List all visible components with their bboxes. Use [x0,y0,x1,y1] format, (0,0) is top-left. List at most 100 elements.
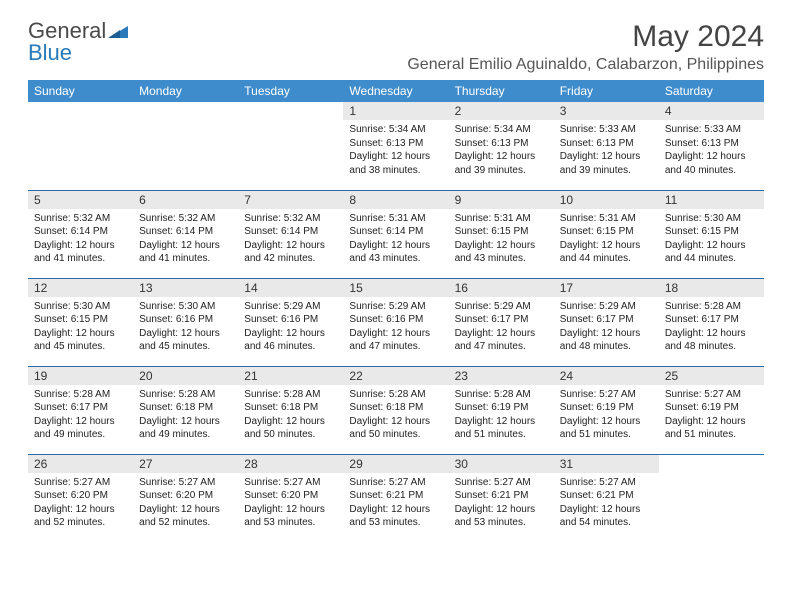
day-cell: 14Sunrise: 5:29 AMSunset: 6:16 PMDayligh… [238,278,343,366]
day-details: Sunrise: 5:34 AMSunset: 6:13 PMDaylight:… [449,120,554,181]
day-details: Sunrise: 5:30 AMSunset: 6:16 PMDaylight:… [133,297,238,358]
calendar-row: 5Sunrise: 5:32 AMSunset: 6:14 PMDaylight… [28,190,764,278]
day-cell: 6Sunrise: 5:32 AMSunset: 6:14 PMDaylight… [133,190,238,278]
day-details: Sunrise: 5:28 AMSunset: 6:19 PMDaylight:… [449,385,554,446]
day-details: Sunrise: 5:30 AMSunset: 6:15 PMDaylight:… [659,209,764,270]
day-cell: 12Sunrise: 5:30 AMSunset: 6:15 PMDayligh… [28,278,133,366]
calendar-row: 26Sunrise: 5:27 AMSunset: 6:20 PMDayligh… [28,454,764,542]
day-details: Sunrise: 5:29 AMSunset: 6:16 PMDaylight:… [343,297,448,358]
day-cell: 23Sunrise: 5:28 AMSunset: 6:19 PMDayligh… [449,366,554,454]
day-details: Sunrise: 5:30 AMSunset: 6:15 PMDaylight:… [28,297,133,358]
day-details: Sunrise: 5:33 AMSunset: 6:13 PMDaylight:… [659,120,764,181]
day-number: 14 [238,279,343,297]
day-number: 25 [659,367,764,385]
day-number: 5 [28,191,133,209]
day-number: 19 [28,367,133,385]
day-number: 31 [554,455,659,473]
weekday-header: Saturday [659,80,764,102]
day-details: Sunrise: 5:28 AMSunset: 6:17 PMDaylight:… [659,297,764,358]
calendar-row: 19Sunrise: 5:28 AMSunset: 6:17 PMDayligh… [28,366,764,454]
day-number: 24 [554,367,659,385]
location: General Emilio Aguinaldo, Calabarzon, Ph… [407,56,764,74]
day-cell: 4Sunrise: 5:33 AMSunset: 6:13 PMDaylight… [659,102,764,190]
title-block: May 2024 General Emilio Aguinaldo, Calab… [407,20,764,74]
header: General Blue May 2024 General Emilio Agu… [28,20,764,74]
day-cell: 20Sunrise: 5:28 AMSunset: 6:18 PMDayligh… [133,366,238,454]
weekday-header: Monday [133,80,238,102]
day-details: Sunrise: 5:29 AMSunset: 6:17 PMDaylight:… [554,297,659,358]
day-details: Sunrise: 5:32 AMSunset: 6:14 PMDaylight:… [28,209,133,270]
day-cell: 26Sunrise: 5:27 AMSunset: 6:20 PMDayligh… [28,454,133,542]
day-cell: 22Sunrise: 5:28 AMSunset: 6:18 PMDayligh… [343,366,448,454]
day-details: Sunrise: 5:28 AMSunset: 6:18 PMDaylight:… [343,385,448,446]
day-cell: 5Sunrise: 5:32 AMSunset: 6:14 PMDaylight… [28,190,133,278]
day-details: Sunrise: 5:28 AMSunset: 6:18 PMDaylight:… [133,385,238,446]
day-details: Sunrise: 5:33 AMSunset: 6:13 PMDaylight:… [554,120,659,181]
day-number: 9 [449,191,554,209]
day-details: Sunrise: 5:28 AMSunset: 6:18 PMDaylight:… [238,385,343,446]
calendar-page: General Blue May 2024 General Emilio Agu… [0,0,792,552]
day-details: Sunrise: 5:27 AMSunset: 6:20 PMDaylight:… [28,473,133,534]
day-details: Sunrise: 5:34 AMSunset: 6:13 PMDaylight:… [343,120,448,181]
day-number: 15 [343,279,448,297]
day-details: Sunrise: 5:27 AMSunset: 6:19 PMDaylight:… [554,385,659,446]
brand-triangle-icon [108,20,128,42]
day-cell: 24Sunrise: 5:27 AMSunset: 6:19 PMDayligh… [554,366,659,454]
day-cell: 19Sunrise: 5:28 AMSunset: 6:17 PMDayligh… [28,366,133,454]
day-number: 1 [343,102,448,120]
day-cell: 8Sunrise: 5:31 AMSunset: 6:14 PMDaylight… [343,190,448,278]
day-cell: 2Sunrise: 5:34 AMSunset: 6:13 PMDaylight… [449,102,554,190]
day-number: 22 [343,367,448,385]
day-number: 6 [133,191,238,209]
day-details: Sunrise: 5:29 AMSunset: 6:16 PMDaylight:… [238,297,343,358]
day-cell: 16Sunrise: 5:29 AMSunset: 6:17 PMDayligh… [449,278,554,366]
day-number: 27 [133,455,238,473]
day-number: 13 [133,279,238,297]
day-number: 7 [238,191,343,209]
day-details: Sunrise: 5:27 AMSunset: 6:19 PMDaylight:… [659,385,764,446]
day-cell: 1Sunrise: 5:34 AMSunset: 6:13 PMDaylight… [343,102,448,190]
day-cell: 10Sunrise: 5:31 AMSunset: 6:15 PMDayligh… [554,190,659,278]
day-details: Sunrise: 5:32 AMSunset: 6:14 PMDaylight:… [133,209,238,270]
day-number: 12 [28,279,133,297]
day-number: 30 [449,455,554,473]
brand-part2: Blue [28,40,72,65]
weekday-header: Thursday [449,80,554,102]
day-cell: 30Sunrise: 5:27 AMSunset: 6:21 PMDayligh… [449,454,554,542]
day-cell: 15Sunrise: 5:29 AMSunset: 6:16 PMDayligh… [343,278,448,366]
weekday-header-row: SundayMondayTuesdayWednesdayThursdayFrid… [28,80,764,102]
day-cell: 3Sunrise: 5:33 AMSunset: 6:13 PMDaylight… [554,102,659,190]
month-title: May 2024 [407,20,764,54]
day-number: 16 [449,279,554,297]
day-details: Sunrise: 5:28 AMSunset: 6:17 PMDaylight:… [28,385,133,446]
day-cell: 27Sunrise: 5:27 AMSunset: 6:20 PMDayligh… [133,454,238,542]
day-number: 28 [238,455,343,473]
day-number: 20 [133,367,238,385]
day-cell: 13Sunrise: 5:30 AMSunset: 6:16 PMDayligh… [133,278,238,366]
day-cell: 9Sunrise: 5:31 AMSunset: 6:15 PMDaylight… [449,190,554,278]
day-details: Sunrise: 5:27 AMSunset: 6:21 PMDaylight:… [343,473,448,534]
day-number: 26 [28,455,133,473]
empty-cell [28,102,133,190]
day-details: Sunrise: 5:32 AMSunset: 6:14 PMDaylight:… [238,209,343,270]
day-cell: 11Sunrise: 5:30 AMSunset: 6:15 PMDayligh… [659,190,764,278]
day-details: Sunrise: 5:31 AMSunset: 6:15 PMDaylight:… [554,209,659,270]
calendar-row: 1Sunrise: 5:34 AMSunset: 6:13 PMDaylight… [28,102,764,190]
day-cell: 25Sunrise: 5:27 AMSunset: 6:19 PMDayligh… [659,366,764,454]
brand-logo: General Blue [28,20,128,64]
empty-cell [659,454,764,542]
day-cell: 31Sunrise: 5:27 AMSunset: 6:21 PMDayligh… [554,454,659,542]
day-number: 23 [449,367,554,385]
day-number: 8 [343,191,448,209]
day-details: Sunrise: 5:27 AMSunset: 6:20 PMDaylight:… [238,473,343,534]
day-details: Sunrise: 5:31 AMSunset: 6:15 PMDaylight:… [449,209,554,270]
day-details: Sunrise: 5:31 AMSunset: 6:14 PMDaylight:… [343,209,448,270]
day-number: 3 [554,102,659,120]
weekday-header: Tuesday [238,80,343,102]
empty-cell [238,102,343,190]
day-details: Sunrise: 5:29 AMSunset: 6:17 PMDaylight:… [449,297,554,358]
calendar-row: 12Sunrise: 5:30 AMSunset: 6:15 PMDayligh… [28,278,764,366]
day-number: 10 [554,191,659,209]
day-number: 17 [554,279,659,297]
day-details: Sunrise: 5:27 AMSunset: 6:21 PMDaylight:… [449,473,554,534]
